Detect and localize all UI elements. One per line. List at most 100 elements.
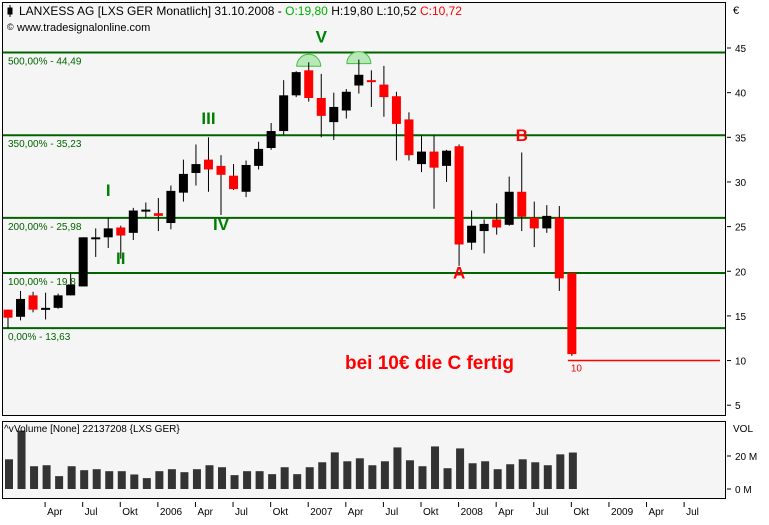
x-tick-label: Apr: [649, 507, 665, 518]
candle-body: [141, 209, 151, 212]
volume-bar: [456, 448, 465, 489]
candle-body: [554, 217, 564, 279]
candle-body: [216, 165, 226, 175]
volume-bar: [380, 461, 389, 489]
candle-body: [191, 164, 201, 174]
x-tick-label: Apr: [47, 507, 63, 518]
x-tick-label: Apr: [498, 507, 514, 518]
candle-body: [178, 173, 188, 193]
volume-tick-label: 20 M: [735, 452, 757, 463]
currency-label: €: [733, 5, 739, 17]
volume-bar: [318, 462, 327, 489]
candle-body: [404, 119, 414, 156]
volume-bar: [556, 454, 565, 489]
volume-bar: [55, 476, 64, 489]
volume-bar: [17, 430, 26, 489]
source-text: www.tradesignalonline.com: [16, 22, 150, 34]
candle-body: [442, 150, 452, 166]
volume-bar: [405, 460, 414, 489]
volume-bar: [268, 474, 277, 489]
volume-title: Volume [None] 22137208 {LXS GER}: [14, 424, 180, 435]
volume-bar: [355, 458, 364, 489]
candle-body: [429, 151, 439, 168]
x-tick-label: Apr: [197, 507, 213, 518]
y-tick-label: 10: [735, 357, 747, 368]
fib-label: 350,00% - 35,23: [8, 139, 82, 150]
volume-bar: [568, 452, 577, 489]
volume-toggle-icon[interactable]: ^v: [4, 424, 14, 435]
title-text: LANXESS AG [LXS GER Monatlich] 31.10.200…: [19, 4, 285, 18]
volume-bar: [5, 459, 13, 489]
volume-bar: [493, 469, 502, 489]
fib-label: 500,00% - 44,49: [8, 57, 82, 68]
y-tick-label: 40: [735, 89, 747, 100]
wave-label-III: III: [201, 109, 215, 128]
y-tick-label: 5: [735, 401, 741, 412]
volume-bar: [330, 452, 339, 489]
candle-body: [3, 309, 13, 318]
candle-body: [529, 217, 539, 229]
volume-bar: [418, 466, 427, 489]
volume-bar: [218, 467, 227, 489]
candle-body: [329, 106, 339, 123]
volume-axis-label: VOL: [733, 424, 753, 435]
y-tick-label: 25: [735, 223, 747, 234]
volume-bar: [30, 466, 39, 489]
volume-bar: [468, 463, 477, 489]
x-tick-label: 2007: [310, 507, 333, 518]
candle-body: [504, 191, 514, 225]
volume-bar: [518, 459, 527, 489]
candle-body: [542, 215, 552, 229]
candle-body: [291, 72, 301, 96]
wave-label-A: A: [453, 263, 465, 282]
x-tick-label: Okt: [273, 507, 289, 518]
x-tick-label: 2006: [160, 507, 183, 518]
y-tick-label: 35: [735, 133, 747, 144]
open-value: O:19,80: [285, 4, 328, 18]
volume-bar: [243, 471, 252, 489]
volume-bar: [130, 474, 139, 489]
candle-body: [229, 175, 239, 190]
candle-body: [379, 84, 389, 98]
volume-bar: [92, 469, 101, 489]
candle-body: [28, 295, 38, 310]
volume-bar: [280, 467, 289, 489]
volume-bar: [105, 471, 114, 489]
candle-body: [354, 74, 364, 86]
volume-bar: [368, 465, 377, 489]
top-marker: [346, 51, 372, 65]
x-tick-label: 2009: [611, 507, 634, 518]
volume-bar: [142, 478, 151, 489]
candle-body: [479, 223, 489, 232]
volume-bar: [506, 464, 515, 489]
volume-bar: [305, 467, 314, 489]
x-tick-label: Jul: [85, 507, 98, 518]
candle-body: [53, 295, 63, 308]
volume-bar: [230, 475, 239, 489]
volume-bar: [443, 468, 452, 489]
high-value: H:19,80: [331, 4, 373, 18]
volume-bar: [543, 465, 552, 489]
x-tick-label: 2008: [461, 507, 484, 518]
annotation-text: bei 10€ die C fertig: [345, 353, 514, 374]
chart-title: LANXESS AG [LXS GER Monatlich] 31.10.200…: [19, 4, 462, 18]
volume-bar: [205, 465, 214, 489]
candle-body: [203, 159, 213, 170]
candle-body: [241, 164, 251, 192]
candle-body: [341, 91, 351, 111]
volume-bar: [393, 447, 402, 489]
candle-body: [128, 210, 138, 233]
candle-body: [304, 70, 314, 99]
wave-label-B: B: [516, 126, 528, 145]
volume-bar: [192, 469, 201, 489]
wave-label-I: I: [106, 181, 111, 200]
x-tick-label: Okt: [122, 507, 138, 518]
x-tick-label: Jul: [686, 507, 699, 518]
candle-body: [153, 213, 163, 216]
candle-body: [166, 190, 176, 224]
candle-body: [103, 228, 113, 238]
low-value: L:10,52: [377, 4, 417, 18]
fib-label: 0,00% - 13,63: [8, 332, 71, 343]
y-tick-label: 20: [735, 267, 747, 278]
